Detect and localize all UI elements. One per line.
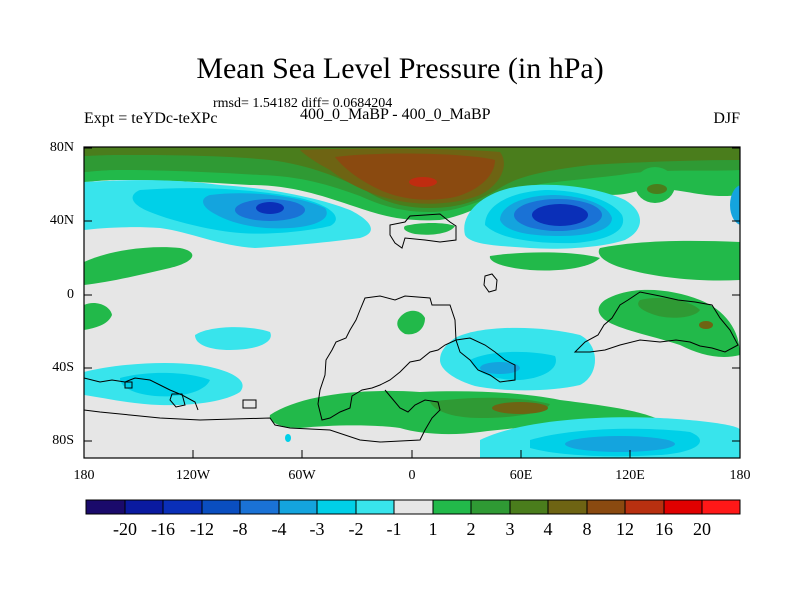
colorbar-label: 3 bbox=[505, 519, 515, 539]
cyan-dot-south bbox=[285, 434, 291, 442]
colorbar bbox=[85, 499, 741, 515]
colorbar-label: -12 bbox=[190, 519, 214, 539]
colorbar-label: 20 bbox=[693, 519, 711, 539]
arctic-high-level5 bbox=[335, 153, 495, 200]
green-band-mid bbox=[489, 252, 600, 271]
colorbar-swatch bbox=[663, 499, 703, 515]
east-edge-low bbox=[730, 185, 740, 225]
continent-outlines bbox=[84, 213, 739, 443]
colorbar-swatch bbox=[316, 499, 357, 515]
npac-low-core bbox=[256, 202, 284, 214]
natl-low-core bbox=[532, 204, 588, 226]
outline-south-shelf bbox=[84, 389, 441, 443]
colorbar-swatch bbox=[278, 499, 318, 515]
green-band-west bbox=[84, 303, 112, 330]
colorbar-swatch bbox=[547, 499, 588, 515]
green-band-n-pacific bbox=[84, 247, 193, 285]
lat-label: 40N bbox=[49, 213, 74, 228]
colorbar-label: 2 bbox=[466, 519, 476, 539]
green-patch-indian-core bbox=[638, 298, 700, 318]
pressure-field bbox=[84, 147, 740, 458]
colorbar-swatch bbox=[509, 499, 549, 515]
outline-north-atlantic bbox=[389, 213, 457, 249]
colorbar-label: -1 bbox=[386, 519, 402, 539]
lon-label: 60E bbox=[509, 468, 533, 483]
colorbar-swatch bbox=[470, 499, 511, 515]
lat-label: 80N bbox=[49, 140, 74, 155]
colorbar-label: -3 bbox=[309, 519, 325, 539]
cyan-band-s-atlantic-level3 bbox=[480, 362, 520, 374]
lon-label: 60W bbox=[288, 468, 316, 483]
arctic-high-core bbox=[409, 177, 437, 187]
outline-asia-pacific bbox=[573, 291, 739, 353]
colorbar-swatch bbox=[201, 499, 241, 515]
green-patch-ne-core bbox=[647, 184, 667, 194]
lon-label: 180 bbox=[729, 468, 751, 483]
green-patch-indian bbox=[598, 289, 740, 357]
colorbar-label: 8 bbox=[582, 519, 592, 539]
outline-island-b bbox=[124, 381, 133, 389]
colorbar-swatch bbox=[393, 499, 434, 515]
outline-island-a bbox=[483, 273, 498, 293]
colorbar-label: -20 bbox=[113, 519, 137, 539]
axis-ticks bbox=[83, 147, 741, 458]
lat-label: 40S bbox=[52, 360, 74, 375]
green-patch-atlantic bbox=[404, 223, 455, 235]
outline-americas bbox=[317, 295, 457, 421]
outline-island-d bbox=[242, 399, 257, 409]
colorbar-label: 16 bbox=[655, 519, 673, 539]
outline-southern-islands bbox=[84, 377, 199, 411]
colorbar-label: 12 bbox=[616, 519, 634, 539]
season-label: DJF bbox=[713, 110, 740, 127]
green-band-eurasia bbox=[598, 240, 740, 281]
cyan-patch-tropics-w bbox=[195, 327, 271, 350]
lat-label: 80S bbox=[52, 433, 74, 448]
colorbar-swatch bbox=[432, 499, 472, 515]
colorbar-label: 1 bbox=[428, 519, 438, 539]
stats-text: rmsd= 1.54182 diff= 0.0684204 bbox=[213, 96, 393, 111]
colorbar-label: -2 bbox=[348, 519, 364, 539]
outline-island-c bbox=[169, 393, 186, 408]
brown-patch-southern bbox=[492, 402, 548, 414]
green-patch-africa bbox=[397, 310, 425, 335]
colorbar-swatch bbox=[701, 499, 741, 515]
colorbar-swatch bbox=[355, 499, 395, 515]
colorbar-label: 4 bbox=[543, 519, 553, 539]
colorbar-label: -8 bbox=[232, 519, 248, 539]
outline-africa bbox=[455, 337, 516, 383]
colorbar-label: -16 bbox=[151, 519, 175, 539]
lon-label: 0 bbox=[408, 468, 416, 483]
lon-label: 180 bbox=[73, 468, 95, 483]
colorbar-label: -4 bbox=[271, 519, 287, 539]
lat-label: 0 bbox=[67, 287, 74, 302]
period-label: 400_0_MaBP - 400_0_MaBP bbox=[300, 106, 491, 123]
colorbar-swatch bbox=[85, 499, 126, 515]
colorbar-swatch bbox=[162, 499, 203, 515]
experiment-label: Expt = teYDc-teXPc bbox=[84, 110, 218, 127]
colorbar-swatch bbox=[239, 499, 280, 515]
colorbar-swatch bbox=[124, 499, 164, 515]
colorbar-swatch bbox=[624, 499, 665, 515]
map-title: Mean Sea Level Pressure (in hPa) bbox=[196, 52, 604, 85]
lon-label: 120W bbox=[175, 468, 211, 483]
brown-patch-indian bbox=[699, 321, 713, 329]
cyan-band-s-indian-level3 bbox=[565, 436, 675, 452]
colorbar-swatch bbox=[586, 499, 626, 515]
lon-label: 120E bbox=[615, 468, 645, 483]
